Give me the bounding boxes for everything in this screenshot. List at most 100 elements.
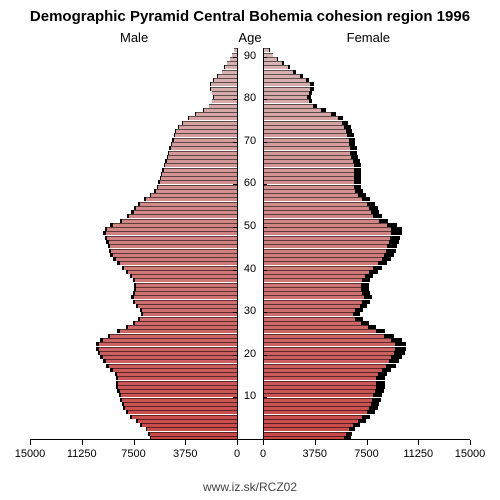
male-bar [142, 308, 237, 312]
female-bar [263, 142, 349, 146]
female-bar [263, 304, 360, 308]
male-bar [136, 206, 237, 210]
y-tick-mark [263, 312, 267, 313]
male-bar [168, 155, 237, 159]
female-bar [263, 393, 373, 397]
female-bar [263, 415, 362, 419]
female-bar [263, 347, 395, 351]
female-bar [263, 121, 342, 125]
female-bar [263, 189, 355, 193]
male-bar [118, 381, 237, 385]
x-tick-mark [367, 440, 368, 445]
female-bar [263, 108, 321, 112]
female-bar [263, 308, 355, 312]
male-bar [99, 347, 237, 351]
chart-title: Demographic Pyramid Central Bohemia cohe… [0, 8, 500, 25]
female-bar [263, 355, 391, 359]
male-bar [169, 151, 237, 155]
male-bar [140, 202, 237, 206]
male-bar [116, 257, 237, 261]
male-bar [128, 410, 237, 414]
female-bar [263, 287, 361, 291]
male-bar [128, 325, 237, 329]
y-tick-label: 50 [242, 220, 258, 232]
x-tick-label: 0 [260, 448, 266, 460]
male-bar [143, 312, 237, 316]
male-bar [132, 415, 237, 419]
male-bar [227, 61, 237, 65]
male-bar [118, 385, 237, 389]
female-bar [263, 291, 362, 295]
y-tick-label: 90 [242, 50, 258, 62]
female-bar [263, 372, 378, 376]
female-bar [263, 261, 378, 265]
x-tick-label: 0 [234, 448, 240, 460]
female-bar [263, 334, 384, 338]
y-tick-mark [263, 57, 267, 58]
y-tick-label: 40 [242, 263, 258, 275]
female-bar [263, 359, 389, 363]
female-bar [263, 427, 349, 431]
y-tick-mark [263, 227, 267, 228]
male-bar [214, 78, 237, 82]
male-bar [122, 398, 237, 402]
female-bar [263, 270, 369, 274]
female-bar [263, 385, 376, 389]
x-tick-label: 3750 [303, 448, 327, 460]
male-bar [160, 180, 237, 184]
female-bar [263, 231, 391, 235]
female-bar [263, 338, 391, 342]
y-tick-mark [233, 184, 237, 185]
male-bar [113, 253, 237, 257]
male-bar [107, 227, 237, 231]
male-bar [174, 138, 237, 142]
x-tick-mark [470, 440, 471, 445]
male-bar [135, 278, 237, 282]
male-bar [124, 266, 237, 270]
male-bar [176, 129, 237, 133]
x-tick-mark [315, 440, 316, 445]
male-bar [109, 364, 237, 368]
male-bar [138, 304, 237, 308]
y-tick-mark [263, 355, 267, 356]
x-tick-mark [263, 440, 264, 445]
female-bar [263, 112, 331, 116]
x-tick-mark [185, 440, 186, 445]
female-label: Female [347, 30, 390, 45]
female-bar [263, 317, 355, 321]
male-bar [120, 261, 237, 265]
x-tick-label: 7500 [354, 448, 378, 460]
male-bar [132, 274, 237, 278]
male-bar [124, 402, 237, 406]
male-bar [128, 270, 237, 274]
female-bar [263, 214, 373, 218]
x-tick-label: 7500 [121, 448, 145, 460]
female-bar [263, 193, 358, 197]
female-bar [263, 376, 376, 380]
male-bar [113, 223, 237, 227]
male-bar [106, 231, 237, 235]
female-bar [263, 312, 353, 316]
x-tick-label: 15000 [15, 448, 46, 460]
female-bar [263, 176, 354, 180]
y-tick-mark [233, 355, 237, 356]
male-bar [175, 133, 237, 137]
female-bar [263, 423, 353, 427]
female-bar [263, 91, 309, 95]
x-tick-label: 3750 [173, 448, 197, 460]
y-tick-mark [233, 57, 237, 58]
female-bar [263, 219, 379, 223]
female-bar [263, 185, 354, 189]
female-bar [263, 244, 387, 248]
female-bar [263, 206, 369, 210]
female-bar [263, 389, 375, 393]
y-tick-mark [263, 397, 267, 398]
male-bar [134, 295, 238, 299]
male-bar [103, 355, 237, 359]
male-bar [129, 214, 237, 218]
female-bar [263, 70, 293, 74]
y-tick-mark [233, 312, 237, 313]
x-tick-mark [82, 440, 83, 445]
male-bar [150, 432, 237, 436]
female-bar [263, 368, 382, 372]
